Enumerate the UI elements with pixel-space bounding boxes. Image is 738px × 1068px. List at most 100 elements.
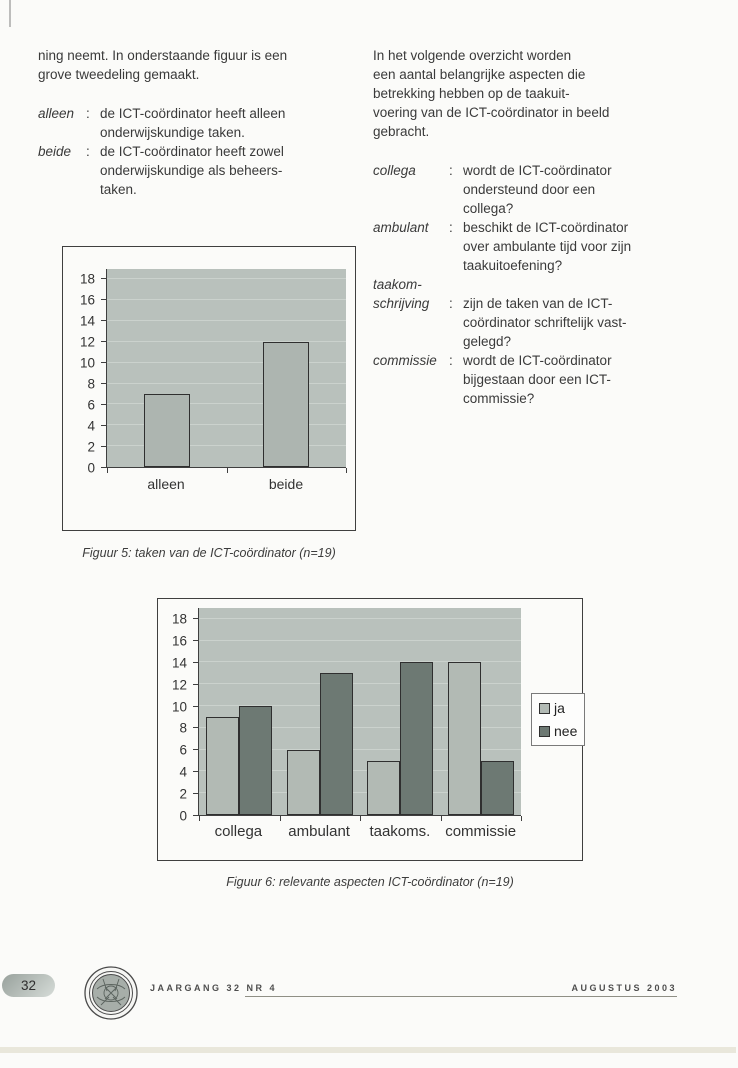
gridline [199, 770, 521, 772]
bar-slots [199, 608, 521, 815]
journal-issue-label: JAARGANG 32 NR 4 [150, 983, 278, 993]
bar-collega-nee [239, 706, 273, 815]
y-axis-tick [193, 639, 198, 641]
term-colon: : [86, 144, 90, 159]
y-axis-tick [193, 771, 198, 773]
right-text-column: In het volgende overzicht worden een aan… [373, 46, 718, 408]
term-list: alleen: de ICT-coördinator heeft alleen o… [38, 104, 350, 199]
x-axis-tick-label: alleen [147, 476, 185, 492]
term-colon: : [449, 353, 453, 368]
bar-taakoms.-nee [400, 662, 434, 815]
x-axis-labels: collega ambulant taakoms. commissie [198, 823, 521, 840]
gridline [199, 792, 521, 794]
term-colon [449, 275, 463, 294]
term-list: collega: wordt de ICT-coördinator onderst… [373, 161, 718, 408]
footer-rule [245, 996, 677, 997]
term-label: taakom- [373, 277, 422, 292]
y-axis-tick [101, 467, 106, 468]
y-axis-tick [101, 404, 106, 406]
y-axis-tick [193, 793, 198, 795]
y-axis-tick [101, 278, 106, 280]
bar-ambulant-ja [286, 749, 320, 815]
bar-slots [107, 269, 346, 467]
y-axis-tick [193, 705, 198, 707]
x-axis-tick [199, 816, 200, 821]
x-axis-tick [360, 816, 361, 821]
y-axis-labels: 0 2 4 6 8 10 12 14 16 18 [63, 269, 106, 476]
y-axis-tick-label: 18 [171, 611, 187, 627]
term-label: beide [38, 144, 72, 159]
y-axis-tick-label: 12 [171, 677, 187, 693]
y-axis-tick [193, 617, 198, 619]
bar-commissie-ja [447, 662, 481, 815]
y-axis-tick-label: 2 [87, 439, 95, 455]
scan-artifact-line [9, 0, 11, 27]
y-axis-tick [193, 661, 198, 663]
term-definition [463, 275, 718, 294]
bar-collega-ja [206, 716, 240, 815]
issue-date-label: AUGUSTUS 2003 [571, 983, 677, 993]
category-slot [199, 608, 280, 815]
gridline [107, 382, 346, 384]
y-axis-tick [193, 727, 198, 729]
y-axis-tick-label: 8 [87, 376, 95, 392]
x-axis-labels: alleen beide [106, 476, 346, 492]
gridline [199, 683, 521, 685]
y-axis-tick-label: 6 [87, 397, 95, 413]
y-axis-tick-label: 4 [179, 764, 187, 780]
gridline [199, 617, 521, 619]
chart-frame: 0 2 4 6 8 10 12 14 16 18 alleen beide [62, 246, 356, 531]
bar-taakoms.-ja [367, 760, 401, 815]
category-slot [280, 608, 361, 815]
y-axis-labels: 0 2 4 6 8 10 12 14 16 18 [158, 608, 198, 824]
x-axis-tick [107, 468, 108, 473]
y-axis-tick [101, 425, 106, 427]
page-number: 32 [20, 978, 37, 993]
x-axis-tick-label: commissie [445, 823, 517, 840]
bar-ambulant-nee [319, 673, 353, 815]
legend-swatch-nee [539, 725, 550, 737]
x-axis-tick [440, 816, 442, 821]
y-axis-tick [101, 362, 106, 364]
figure-5-bar-chart: 0 2 4 6 8 10 12 14 16 18 alleen beide Figuur 5: ta… [62, 246, 356, 560]
term-colon: : [449, 163, 453, 178]
bar-commissie-nee [480, 760, 514, 815]
plot-area [198, 608, 522, 821]
gridline [107, 278, 346, 280]
gridline [199, 748, 521, 750]
gridline [107, 320, 346, 322]
y-axis-tick-label: 14 [79, 313, 95, 329]
category-slot [360, 608, 441, 815]
x-axis-tick-label: ambulant [288, 823, 350, 840]
left-text-column: ning neemt. In onderstaande figuur is ee… [38, 46, 350, 199]
gridline [107, 445, 346, 447]
term-colon: : [86, 106, 90, 121]
x-axis-tick [226, 468, 228, 473]
y-axis-tick-label: 8 [179, 720, 187, 736]
chart-legend: ja nee [531, 693, 586, 746]
figure-caption: Figuur 6: relevante aspecten ICT-coördin… [226, 875, 514, 889]
page-number-badge: 32 [2, 974, 55, 997]
bar-alleen [143, 394, 190, 467]
term-definition: de ICT-coördinator heeft zowel onderwijs… [100, 144, 284, 197]
y-axis-tick-label: 16 [171, 633, 187, 649]
term-definition: wordt de ICT-coördinator bijgestaan door… [463, 353, 612, 406]
term-label: collega [373, 163, 416, 178]
y-axis-tick-label: 0 [87, 460, 95, 476]
y-axis-tick-label: 6 [179, 742, 187, 758]
gridline [199, 705, 521, 707]
term-label: schrijving [373, 296, 430, 311]
y-axis-tick [101, 341, 106, 343]
term-definition: de ICT-coördinator heeft alleen onderwij… [100, 106, 286, 140]
term-definition: zijn de taken van de ICT- coördinator sc… [463, 296, 627, 349]
gridline [199, 661, 521, 663]
term-definition: beschikt de ICT-coördinator over ambulan… [463, 220, 632, 273]
y-axis-tick-label: 10 [171, 699, 187, 715]
figure-6-bar-chart: 0 2 4 6 8 10 12 14 16 18 collega ambulant taakoms. c… [157, 598, 586, 889]
gridline [199, 726, 521, 728]
bar-beide [263, 341, 310, 467]
legend-entry: nee [539, 723, 577, 739]
legend-entry: ja [539, 700, 577, 716]
y-axis-tick [101, 299, 106, 301]
